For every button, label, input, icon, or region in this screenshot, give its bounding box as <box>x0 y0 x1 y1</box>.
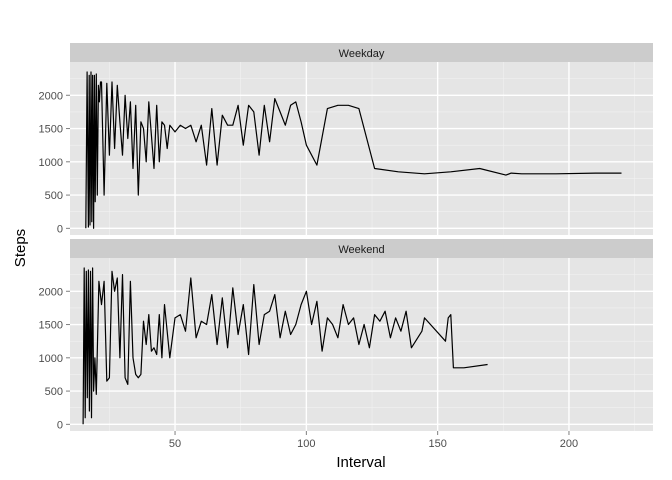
plot-panel <box>70 62 653 235</box>
y-tick-label: 1000 <box>39 353 63 365</box>
x-tick-label: 100 <box>297 438 315 450</box>
facet-strip-label: Weekday <box>339 48 385 60</box>
facet-strip <box>70 239 653 258</box>
y-tick-label: 2000 <box>39 286 63 298</box>
y-tick-label: 500 <box>45 386 63 398</box>
y-tick-label: 0 <box>57 419 63 431</box>
facet-weekend: Weekend 0 500 1000 1500 2000 50 100 150 200 <box>39 239 653 450</box>
x-tick-label: 200 <box>560 438 578 450</box>
facet-strip <box>70 43 653 62</box>
y-tick-label: 0 <box>57 223 63 235</box>
series-line <box>85 71 622 229</box>
y-tick-label: 1500 <box>39 124 63 136</box>
x-axis-label: Interval <box>336 454 385 471</box>
facet-strip-label: Weekend <box>338 244 384 256</box>
y-axis-label: Steps <box>12 229 29 267</box>
x-tick-label: 150 <box>428 438 446 450</box>
y-tick-label: 1500 <box>39 320 63 332</box>
series-line <box>82 267 488 425</box>
y-tick-label: 1000 <box>39 157 63 169</box>
facet-weekday: Weekday 0 500 1000 1500 2000 <box>39 43 653 235</box>
y-tick-label: 500 <box>45 190 63 202</box>
x-tick-label: 50 <box>169 438 181 450</box>
y-tick-label: 2000 <box>39 90 63 102</box>
plot-panel <box>70 258 653 431</box>
